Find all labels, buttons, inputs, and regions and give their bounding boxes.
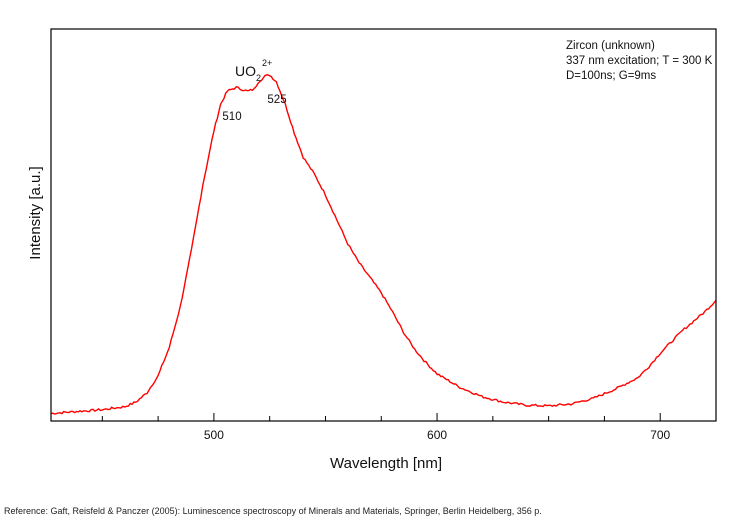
annotation-line: D=100ns; G=9ms [566,70,656,82]
x-tick-label: 500 [204,428,224,442]
x-tick-label: 600 [427,428,447,442]
reference-text: Reference: Gaft, Reisfeld & Panczer (200… [4,506,542,516]
y-axis-title: Intensity [a.u.] [27,166,44,259]
species-label-superscript: 2+ [262,58,272,68]
species-label-base: UO [235,63,256,79]
species-label-subscript: 2 [256,73,261,83]
x-tick-label: 700 [650,428,670,442]
annotation-box: Zircon (unknown) 337 nm excitation; T = … [566,40,713,82]
x-axis-ticks [101,413,717,421]
peak-label-525: 525 [267,94,286,106]
species-label: UO 2 2+ [235,58,272,83]
x-axis-tick-labels: 500 600 700 [204,428,671,442]
peak-label-510: 510 [222,111,241,123]
x-axis-title: Wavelength [nm] [330,455,442,472]
series-line [50,74,717,415]
annotation-line: Zircon (unknown) [566,40,655,52]
plot-frame [50,28,717,422]
annotation-line: 337 nm excitation; T = 300 K [566,55,713,67]
